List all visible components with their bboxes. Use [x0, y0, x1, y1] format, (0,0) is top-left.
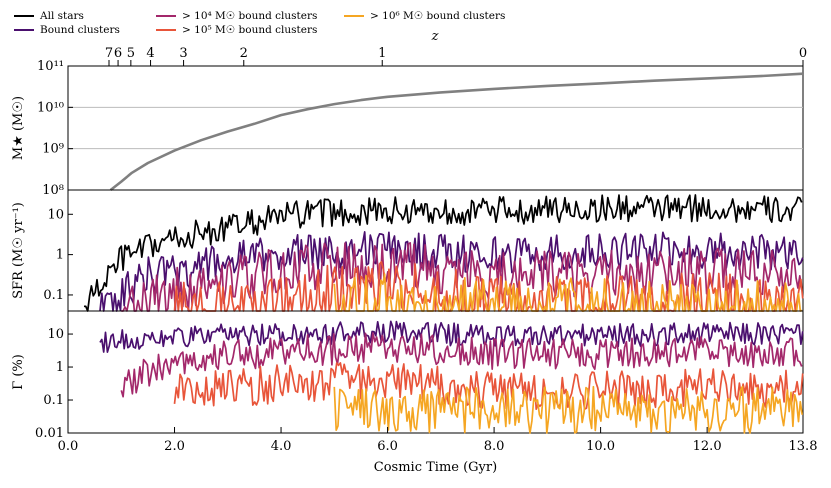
legend-swatch-1e6 [344, 15, 364, 17]
y-tick-label: 10¹⁰ [37, 100, 64, 115]
legend-entry-all-stars: All stars [14, 10, 84, 22]
series-line-10-m-bound-clusters [333, 385, 804, 434]
legend-entry-bound-clusters: Bound clusters [14, 24, 120, 36]
z-axis-label: z [431, 29, 439, 44]
panel-sfr: 0.1 1 10 SFR (M☉ yr⁻¹) [11, 189, 804, 312]
y-tick-label: 10⁸ [42, 183, 64, 198]
legend-label-1e4: > 10⁴ M☉ bound clusters [182, 10, 318, 22]
x-tick-label: 12.0 [693, 439, 722, 454]
series-line-all-stars [83, 194, 803, 312]
z-tick-label: 0 [799, 46, 807, 61]
y-axis-label: Γ (%) [11, 354, 26, 390]
panel-stellar-mass: 10⁸ 10⁹ 10¹⁰ 10¹¹ M★ (M☉) [11, 59, 804, 198]
series-line-10-m-bound-clusters [173, 260, 804, 312]
z-tick-label: 2 [240, 46, 248, 61]
x-tick-label: 6.0 [377, 439, 398, 454]
y-tick-label: 1 [56, 248, 64, 263]
x-tick-label: 0.0 [58, 439, 79, 454]
series-line-bound-clusters [99, 231, 804, 312]
y-axis-label: SFR (M☉ yr⁻¹) [11, 202, 26, 299]
y-tick-label: 10⁹ [42, 142, 64, 157]
legend-label-1e5: > 10⁵ M☉ bound clusters [182, 24, 318, 36]
legend-swatch-bound-clusters [14, 29, 34, 31]
z-tick-label: 5 [127, 46, 135, 61]
legend-swatch-1e4 [156, 15, 176, 17]
legend-label-all-stars: All stars [40, 10, 84, 22]
legend-entry-1e6: > 10⁶ M☉ bound clusters [344, 10, 505, 22]
z-tick-label: 7 [105, 46, 113, 61]
panel-gamma: 0.01 0.1 1 10 Γ (%) [11, 310, 804, 441]
y-tick-label: 10 [47, 207, 64, 222]
x-tick-label: 2.0 [164, 439, 185, 454]
legend-label-1e6: > 10⁶ M☉ bound clusters [370, 10, 506, 22]
legend-swatch-1e5 [156, 29, 176, 31]
x-axis-label: Cosmic Time (Gyr) [374, 460, 497, 475]
y-tick-label: 10¹¹ [37, 59, 64, 74]
y-tick-label: 10 [47, 327, 64, 342]
legend-entry-1e4: > 10⁴ M☉ bound clusters [156, 10, 317, 22]
z-tick-label: 3 [179, 46, 187, 61]
top-redshift-axis: 7 6 5 4 3 2 1 0 z [105, 29, 807, 66]
panel-frame [67, 65, 804, 191]
z-tick-label: 6 [114, 46, 122, 61]
x-tick-label: 10.0 [586, 439, 615, 454]
y-axis-label: M★ (M☉) [11, 96, 26, 160]
legend-swatch-all-stars [14, 15, 34, 17]
series-line-10-m-bound-clusters [121, 242, 803, 312]
x-tick-label: 8.0 [484, 439, 505, 454]
legend-entry-1e5: > 10⁵ M☉ bound clusters [156, 24, 317, 36]
z-tick-label: 1 [378, 46, 386, 61]
panel-frame [67, 310, 804, 434]
y-tick-label: 0.01 [35, 426, 64, 441]
x-tick-label: 13.8 [789, 439, 818, 454]
series-line-all-stars-stellar-mass [109, 72, 804, 192]
x-axis: 0.0 2.0 4.0 6.0 8.0 10.0 12.0 13.8 Cosmic Time (… [58, 427, 818, 475]
y-tick-label: 0.1 [43, 288, 64, 303]
series-line-10-m-bound-clusters [120, 332, 803, 398]
y-tick-label: 0.1 [43, 393, 64, 408]
series-line-bound-clusters [99, 320, 804, 353]
x-tick-label: 4.0 [271, 439, 292, 454]
series-line-10-m-bound-clusters [173, 362, 804, 411]
legend: All stars Bound clusters > 10⁴ M☉ bound … [0, 0, 831, 44]
legend-label-bound-clusters: Bound clusters [40, 24, 120, 36]
z-tick-label: 4 [146, 46, 154, 61]
series-line-10-m-bound-clusters [333, 273, 803, 312]
y-tick-label: 1 [56, 360, 64, 375]
